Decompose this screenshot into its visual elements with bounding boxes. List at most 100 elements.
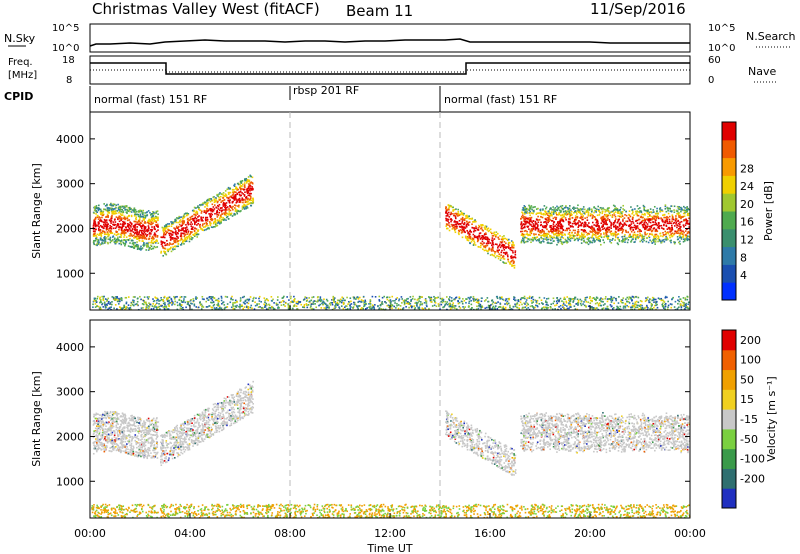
echo-cell <box>665 224 668 227</box>
echo-cell <box>207 202 209 204</box>
echo-cell <box>302 299 305 301</box>
nave-tick-bottom: 0 <box>708 75 714 86</box>
echo-cell <box>225 216 228 219</box>
echo-cell <box>639 304 642 306</box>
echo-cell <box>125 241 128 243</box>
echo-cell <box>644 225 647 228</box>
echo-cell <box>472 297 475 300</box>
echo-cell <box>146 229 148 231</box>
echo-cell <box>492 242 494 244</box>
echo-cell <box>94 222 97 225</box>
echo-cell <box>220 295 223 298</box>
echo-cell <box>129 237 131 240</box>
echo-cell <box>567 238 569 240</box>
echo-cell <box>561 227 564 230</box>
echo-cell <box>456 222 459 225</box>
echo-cell <box>655 302 657 304</box>
echo-cell <box>112 235 115 237</box>
echo-cell <box>153 212 156 215</box>
echo-cell <box>678 234 681 237</box>
echo-cell <box>102 242 104 245</box>
echo-cell <box>630 230 633 233</box>
echo-cell <box>218 220 221 222</box>
echo-cell <box>121 214 124 216</box>
echo-cell <box>577 221 579 224</box>
echo-cell <box>99 233 101 236</box>
echo-cell <box>630 223 633 225</box>
echo-cell <box>679 223 681 226</box>
echo-cell <box>648 221 650 223</box>
echo-cell <box>171 243 173 246</box>
echo-cell <box>371 307 374 309</box>
echo-cell <box>523 209 525 212</box>
echo-cell <box>235 191 237 194</box>
echo-cell <box>593 216 596 218</box>
echo-cell <box>206 207 208 210</box>
echo-cell <box>458 233 460 236</box>
echo-cell <box>608 219 611 221</box>
echo-cell <box>213 226 215 228</box>
echo-cell <box>686 221 688 224</box>
echo-cell <box>536 236 539 238</box>
echo-cell <box>490 303 492 306</box>
echo-cell <box>196 236 199 238</box>
echo-cell <box>602 225 605 227</box>
echo-cell <box>486 239 489 241</box>
echo-cell <box>520 225 523 228</box>
echo-cell <box>221 207 223 209</box>
echo-cell <box>246 190 248 193</box>
echo-cell <box>145 214 147 217</box>
echo-cell <box>166 239 168 242</box>
echo-cell <box>223 209 225 211</box>
echo-cell <box>522 239 525 242</box>
echo-cell <box>550 227 552 229</box>
echo-cell <box>458 297 461 300</box>
echo-cell <box>551 308 554 310</box>
echo-cell <box>342 297 345 300</box>
echo-cell <box>450 213 452 215</box>
echo-cell <box>629 233 631 236</box>
echo-cell <box>204 206 206 208</box>
echo-cell <box>220 222 222 224</box>
echo-cell <box>512 259 514 262</box>
echo-cell <box>235 188 238 190</box>
echo-cell <box>611 214 614 216</box>
echo-cell <box>236 301 238 303</box>
echo-cell <box>684 297 687 299</box>
echo-cell <box>566 296 569 298</box>
echo-cell <box>224 209 227 211</box>
echo-cell <box>647 219 650 222</box>
echo-cell <box>504 306 507 309</box>
echo-cell <box>163 231 165 234</box>
echo-cell <box>232 298 234 301</box>
echo-cell <box>640 235 643 238</box>
echo-cell <box>485 245 487 247</box>
echo-cell <box>193 221 196 224</box>
echo-cell <box>103 218 106 221</box>
echo-cell <box>651 229 653 232</box>
echo-cell <box>198 215 200 217</box>
echo-cell <box>510 308 513 310</box>
echo-cell <box>176 240 179 242</box>
echo-cell <box>457 208 460 211</box>
echo-cell <box>524 218 526 220</box>
echo-cell <box>147 307 150 309</box>
echo-cell <box>616 221 619 224</box>
echo-cell <box>220 215 222 218</box>
echo-cell <box>602 223 605 226</box>
echo-cell <box>319 296 322 298</box>
echo-cell <box>576 210 579 212</box>
echo-cell <box>530 205 533 207</box>
echo-cell <box>612 225 615 228</box>
echo-cell <box>158 305 161 308</box>
echo-cell <box>192 226 194 228</box>
echo-cell <box>679 228 682 231</box>
echo-cell <box>558 212 560 214</box>
echo-cell <box>230 206 233 209</box>
echo-cell <box>303 298 306 300</box>
echo-cell <box>581 210 584 213</box>
echo-cell <box>642 226 645 229</box>
echo-cell <box>103 233 106 236</box>
echo-cell <box>119 206 122 209</box>
